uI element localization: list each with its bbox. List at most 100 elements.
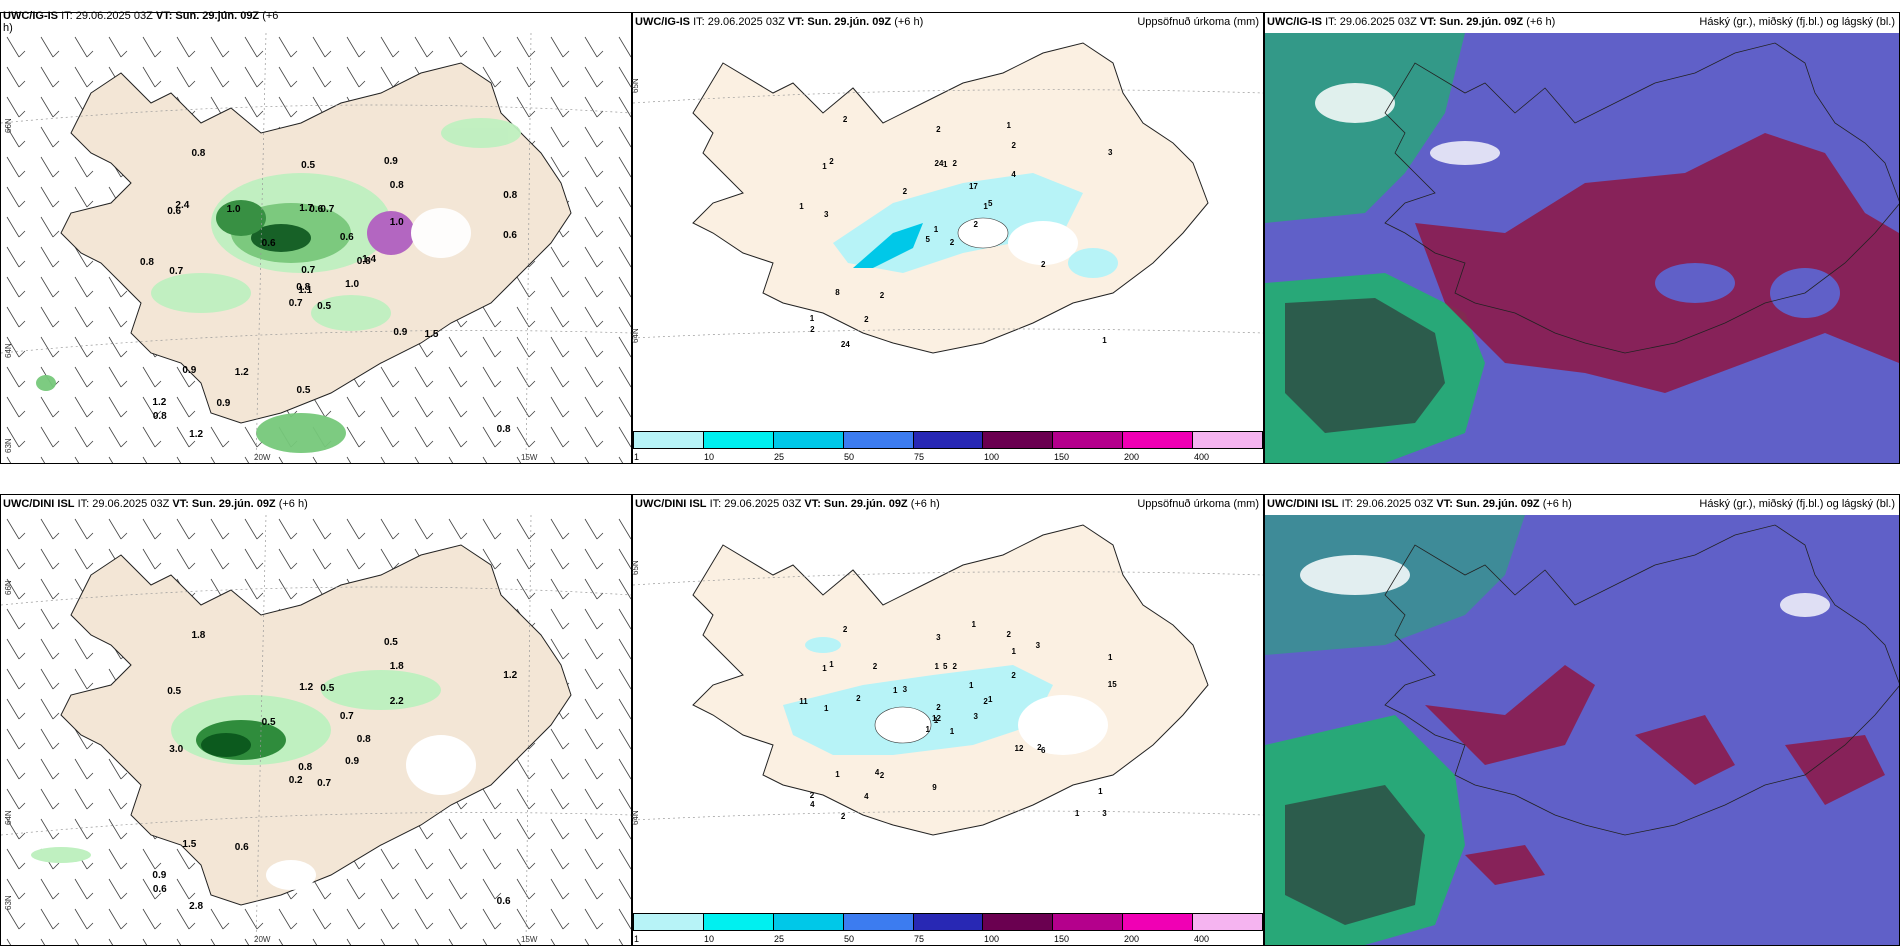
value-label: 1.2: [152, 396, 167, 408]
cloud-cover-map: [1265, 515, 1899, 945]
value-label: 2: [809, 790, 815, 800]
colorbar-label: 150: [1054, 934, 1070, 944]
colorbar-swatch: [983, 914, 1054, 930]
value-label: 2: [842, 625, 848, 634]
value-label: 2: [936, 124, 941, 134]
panel-title-wrap: h): [3, 22, 13, 34]
value-label: 0.5: [317, 301, 332, 313]
value-label: 4: [864, 791, 869, 801]
value-label: 1: [824, 703, 829, 713]
value-label: 1: [1098, 787, 1103, 797]
colorbar-label: 50: [844, 452, 855, 462]
panel-subtitle: Uppsöfnuð úrkoma (mm): [1137, 498, 1259, 510]
value-label: 2: [1011, 671, 1016, 681]
value-label: 0.7: [339, 710, 354, 722]
value-label: 1: [968, 681, 974, 691]
value-label: 6: [1041, 745, 1046, 755]
value-label: 0.6: [234, 841, 249, 853]
precip-colorbar: [633, 431, 1263, 449]
accum-precip-panel-igis: UWC/IG-IS IT: 29.06.2025 03Z VT: Sun. 29…: [631, 12, 1264, 464]
value-label: 24: [840, 339, 850, 349]
lon-label: 15W: [521, 935, 538, 944]
value-label: 3: [824, 209, 829, 219]
lon-label: 20W: [254, 935, 271, 944]
cloud-cover-panel-dini: UWC/DINI ISL IT: 29.06.2025 03Z VT: Sun.…: [1264, 494, 1900, 946]
value-label: 1: [971, 619, 976, 629]
accum-precip-panel-dini: UWC/DINI ISL IT: 29.06.2025 03Z VT: Sun.…: [631, 494, 1264, 946]
wind-precip-map: [1, 515, 631, 945]
value-label: 1.8: [191, 629, 206, 641]
panel-title: UWC/IG-IS IT: 29.06.2025 03Z VT: Sun. 29…: [1267, 16, 1556, 28]
value-label: 1: [835, 769, 840, 779]
colorbar-label: 50: [844, 934, 855, 944]
panel-title: UWC/DINI ISL IT: 29.06.2025 03Z VT: Sun.…: [1267, 498, 1572, 510]
colorbar-swatch: [773, 914, 844, 930]
value-label: 1.7: [299, 202, 314, 214]
colorbar-swatch: [983, 432, 1054, 448]
colorbar-label: 10: [704, 934, 715, 944]
colorbar-swatch: [1053, 914, 1124, 930]
colorbar-label: 200: [1124, 934, 1140, 944]
colorbar-label: 400: [1194, 452, 1210, 462]
value-label: 0.9: [152, 869, 167, 881]
value-label: 2.8: [189, 900, 204, 912]
colorbar-swatch: [913, 914, 984, 930]
value-label: 1.0: [345, 279, 360, 291]
value-label: 2: [879, 771, 885, 781]
colorbar-label: 100: [984, 452, 1000, 462]
value-label: 1: [933, 716, 939, 726]
colorbar-swatch: [843, 432, 914, 448]
panel-title: UWC/IG-IS IT: 29.06.2025 03Z VT: Sun. 29…: [635, 16, 924, 28]
value-label: 3: [1035, 641, 1041, 651]
colorbar-swatch: [1123, 432, 1194, 448]
value-label: 2: [983, 697, 988, 707]
value-label: 0.7: [320, 203, 335, 215]
value-label: 2: [810, 325, 815, 335]
value-label: 0.9: [393, 327, 408, 339]
value-label: 4: [810, 800, 815, 810]
value-label: 2: [879, 290, 885, 300]
accum-precip-map: [633, 42, 1263, 354]
value-label: 1: [1011, 646, 1016, 656]
value-label: 1: [949, 727, 955, 737]
value-label: 0.8: [496, 423, 511, 435]
precip-field: [783, 637, 1108, 755]
value-label: 1.2: [503, 669, 518, 681]
value-label: 2: [872, 662, 878, 672]
lon-label: 15W: [521, 453, 538, 462]
panel-subtitle: Háský (gr.), miðský (fj.bl.) og lágský (…: [1699, 498, 1895, 510]
value-label: 0.9: [182, 364, 197, 376]
value-label: 8: [835, 288, 840, 298]
value-label: 0.6: [503, 230, 517, 242]
value-label: 0.8: [503, 189, 518, 201]
value-label: 0.8: [191, 148, 206, 160]
value-label: 0.2: [288, 774, 303, 786]
value-label: 1: [933, 224, 939, 234]
lat-label: 65N: [631, 78, 640, 93]
value-label: 0.7: [301, 264, 316, 276]
value-label: 1.0: [389, 217, 404, 229]
value-label: 2: [864, 315, 869, 325]
value-label: 0.6: [261, 238, 276, 250]
value-label: 1.1: [298, 284, 313, 296]
colorbar-labels: 1 10 25 50 75 100 150 200 400: [633, 934, 1263, 946]
value-label: 0.7: [317, 777, 332, 789]
value-label: 3: [1107, 148, 1113, 158]
colorbar-swatch: [1123, 914, 1194, 930]
value-label: 1: [1107, 652, 1113, 662]
colorbar-label: 100: [984, 934, 1000, 944]
value-label: 0.9: [345, 756, 360, 768]
value-label: 0.5: [301, 160, 316, 172]
value-label: 1.5: [424, 328, 439, 340]
value-label: 2: [936, 702, 941, 712]
value-label: 2: [829, 156, 834, 166]
value-label: 12: [1014, 744, 1024, 754]
value-label: 2: [973, 219, 978, 229]
value-label: 1.4: [362, 253, 377, 265]
colorbar-label: 1: [634, 934, 640, 944]
value-label: 2.4: [175, 200, 190, 212]
value-label: 5: [943, 662, 948, 672]
value-label: 3: [936, 633, 941, 643]
value-label: 0.5: [167, 685, 182, 697]
colorbar-label: 25: [774, 452, 785, 462]
